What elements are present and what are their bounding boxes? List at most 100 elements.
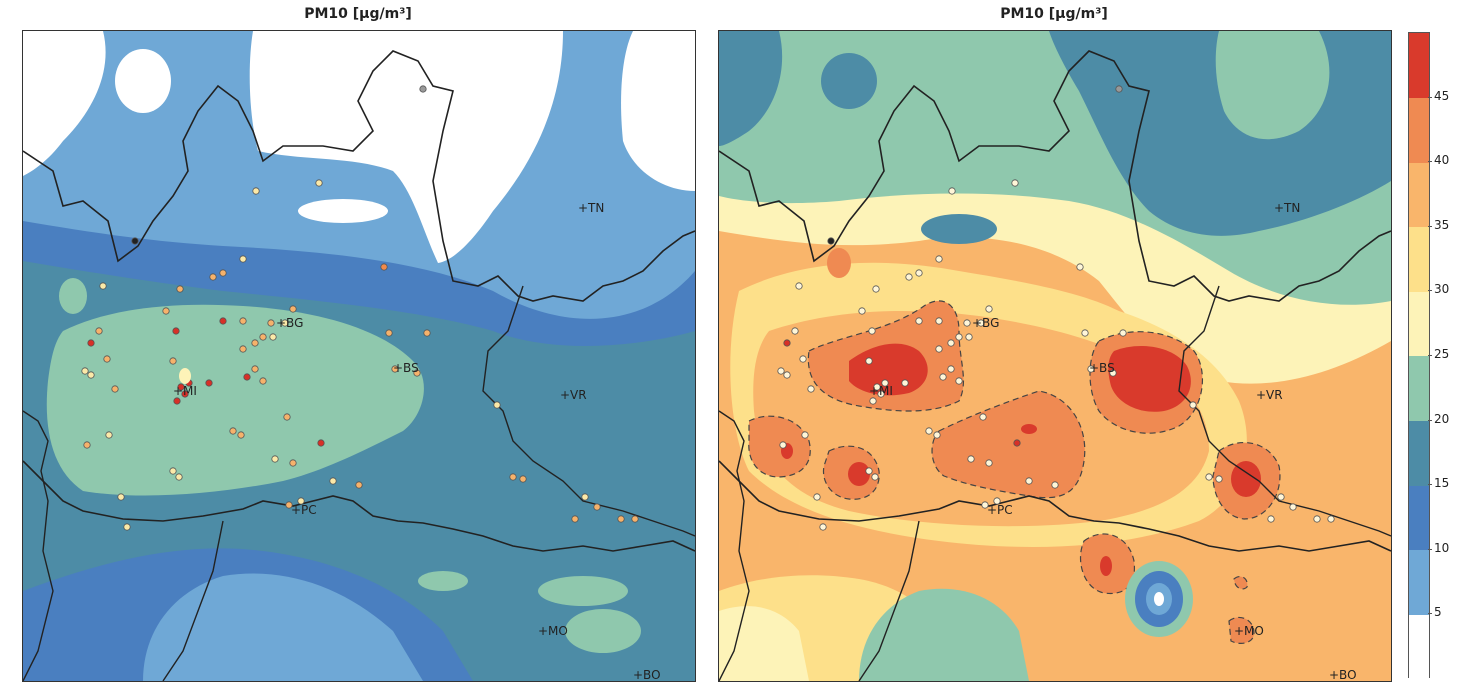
monitor-station-marker xyxy=(281,319,289,327)
right-teal-south xyxy=(859,588,1029,681)
left-light-teal-west-lobe xyxy=(59,278,87,314)
left-interior-border xyxy=(482,285,695,537)
monitor-station-marker xyxy=(631,515,639,523)
monitor-station-marker xyxy=(593,503,601,511)
monitor-station-marker xyxy=(289,459,297,467)
city-label-pc: +PC xyxy=(291,503,317,517)
colorbar-tick-mark xyxy=(1428,225,1432,227)
right-teal-blob-north xyxy=(821,53,877,109)
right-western-border xyxy=(719,410,750,681)
colorbar xyxy=(1408,32,1430,680)
monitor-station-marker xyxy=(807,385,815,393)
colorbar-tick-mark xyxy=(1428,484,1432,486)
right-southwest-border xyxy=(858,520,920,681)
colorbar-tick-label: 30 xyxy=(1434,282,1450,297)
monitor-station-marker xyxy=(1289,503,1297,511)
city-label-bg: +BG xyxy=(276,316,303,330)
left-mi-hotspot xyxy=(179,368,191,384)
monitor-station-marker xyxy=(865,357,873,365)
monitor-station-marker xyxy=(948,187,956,195)
monitor-station-marker xyxy=(813,493,821,501)
monitor-station-marker xyxy=(243,373,251,381)
monitor-station-marker xyxy=(783,339,791,347)
right-red-sw-spot xyxy=(848,462,870,486)
monitor-station-marker xyxy=(239,345,247,353)
monitor-station-marker xyxy=(947,365,955,373)
monitor-station-marker xyxy=(1267,515,1275,523)
left-light-blue-south xyxy=(143,573,423,681)
monitor-station-marker xyxy=(868,327,876,335)
colorbar-tick-mark xyxy=(1428,161,1432,163)
monitor-station-marker xyxy=(965,333,973,341)
monitor-station-marker xyxy=(795,282,803,290)
right-southern-border xyxy=(719,460,1391,552)
monitor-station-marker xyxy=(209,273,217,281)
left-teal-patch-mo-2 xyxy=(565,609,641,653)
city-label-mo: +MO xyxy=(1234,624,1264,638)
left-teal-patch-mo-1 xyxy=(538,576,628,606)
right-dark-orange-central xyxy=(931,390,1086,499)
left-white-blob-2 xyxy=(298,199,388,223)
left-white-area-north xyxy=(249,31,563,263)
monitor-station-marker xyxy=(819,523,827,531)
left-southwest-border xyxy=(162,520,224,681)
colorbar-segment-8 xyxy=(1409,97,1429,163)
monitor-station-marker xyxy=(317,439,325,447)
monitor-station-marker xyxy=(967,455,975,463)
monitor-station-marker xyxy=(169,357,177,365)
monitor-station-marker xyxy=(1115,85,1123,93)
left-region-border xyxy=(23,50,695,302)
monitor-station-marker xyxy=(571,515,579,523)
monitor-station-marker xyxy=(239,317,247,325)
right-interior-border xyxy=(1178,285,1391,537)
monitor-station-marker xyxy=(581,493,589,501)
monitor-station-marker xyxy=(1205,473,1213,481)
monitor-station-marker xyxy=(177,383,185,391)
monitor-station-marker xyxy=(162,307,170,315)
monitor-station-marker xyxy=(519,475,527,483)
right-teal-northwest xyxy=(719,31,783,146)
city-label-vr: +VR xyxy=(560,388,587,402)
monitor-station-marker xyxy=(111,385,119,393)
monitor-station-marker xyxy=(993,497,1001,505)
monitor-station-marker xyxy=(117,493,125,501)
city-label-pc: +PC xyxy=(987,503,1013,517)
monitor-station-marker xyxy=(419,85,427,93)
monitor-station-marker xyxy=(269,333,277,341)
monitor-station-marker xyxy=(1277,493,1285,501)
right-orange-small-nw xyxy=(827,248,851,278)
monitor-station-marker xyxy=(385,329,393,337)
monitor-station-marker xyxy=(251,339,259,347)
colorbar-tick-mark xyxy=(1428,96,1432,98)
left-white-area-northeast xyxy=(621,31,695,191)
monitor-station-marker xyxy=(985,305,993,313)
colorbar-segment-4 xyxy=(1409,356,1429,422)
city-label-mi: +MI xyxy=(173,384,197,398)
monitor-station-marker xyxy=(935,255,943,263)
monitor-station-marker xyxy=(1081,329,1089,337)
monitor-station-marker xyxy=(827,237,835,245)
monitor-station-marker xyxy=(905,273,913,281)
city-label-bs: +BS xyxy=(393,361,419,375)
monitor-station-marker xyxy=(933,431,941,439)
city-label-bg: +BG xyxy=(972,316,999,330)
right-red-east-spot xyxy=(1231,461,1261,497)
colorbar-tick-label: 10 xyxy=(1434,540,1450,555)
monitor-station-marker xyxy=(977,319,985,327)
monitor-station-marker xyxy=(1011,179,1019,187)
right-map-svg: +TN +BG +BS +MI +VR +PC +MO +BO xyxy=(719,31,1391,681)
monitor-station-marker xyxy=(799,355,807,363)
colorbar-segment-9 xyxy=(1409,33,1429,99)
monitor-station-marker xyxy=(509,473,517,481)
left-white-area-northwest xyxy=(23,31,106,176)
right-map-panel: +TN +BG +BS +MI +VR +PC +MO +BO xyxy=(718,30,1392,682)
monitor-station-marker xyxy=(131,237,139,245)
left-teal-patch-sw xyxy=(418,571,468,591)
colorbar-tick-label: 15 xyxy=(1434,476,1450,491)
left-map-panel: +TN +BG +BS +MI +VR +PC +MO +BO xyxy=(22,30,696,682)
right-teal-blob-central xyxy=(921,214,997,244)
monitor-station-marker xyxy=(329,477,337,485)
monitor-station-marker xyxy=(901,379,909,387)
left-southern-border xyxy=(23,460,695,552)
monitor-station-marker xyxy=(1051,481,1059,489)
